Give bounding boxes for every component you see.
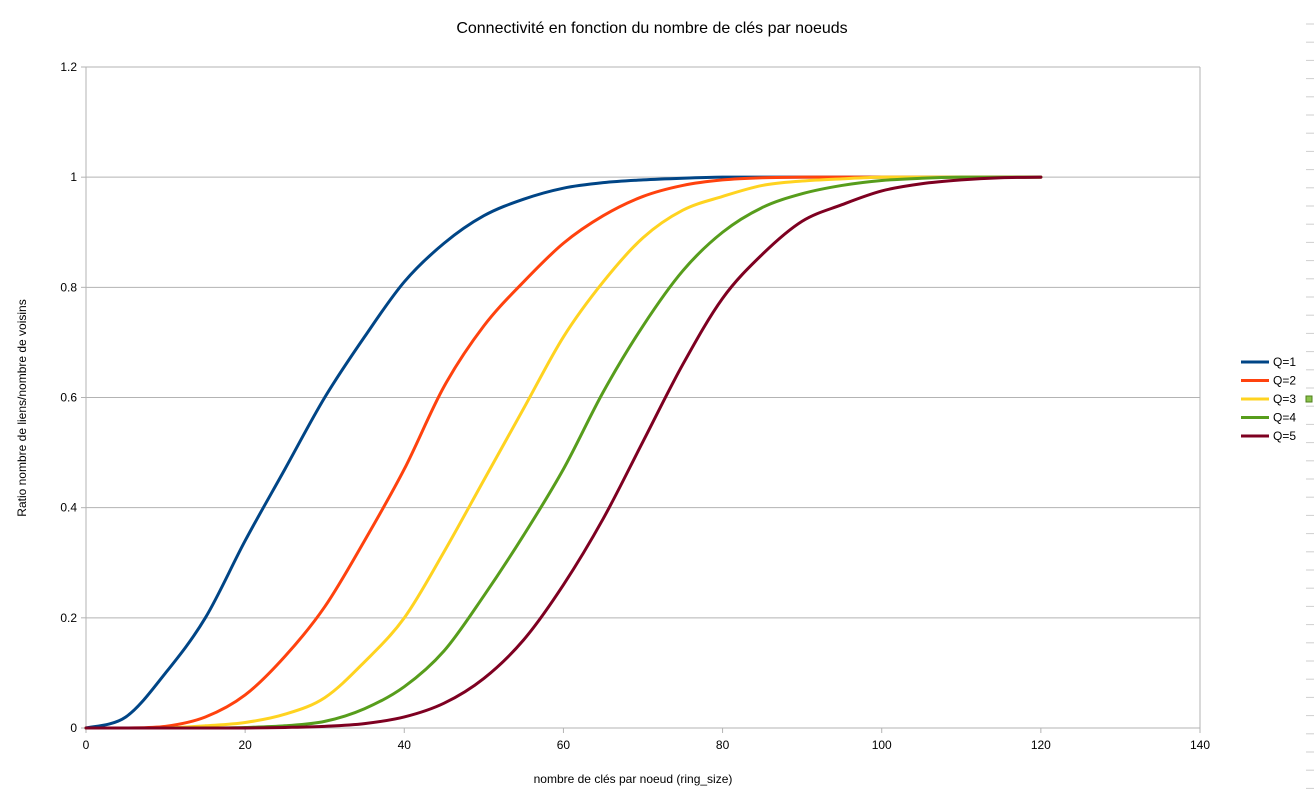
- legend-label-q4: Q=4: [1273, 411, 1296, 425]
- y-axis-title: Ratio nombre de liens/nombre de voisins: [15, 299, 29, 516]
- legend: Q=1 Q=2 Q=3 Q=4 Q=5: [1241, 23, 1314, 789]
- x-tick-label: 60: [557, 738, 571, 752]
- legend-label-q2: Q=2: [1273, 374, 1296, 388]
- chart-title: Connectivité en fonction du nombre de cl…: [456, 20, 847, 37]
- x-tick-label: 20: [238, 738, 252, 752]
- y-tick-label: 0.2: [60, 611, 77, 625]
- legend-selection-handle[interactable]: [1305, 395, 1313, 403]
- y-tick-label: 0.8: [60, 280, 77, 294]
- y-tick-label: 1: [70, 170, 77, 184]
- legend-label-q1: Q=1: [1273, 355, 1296, 369]
- y-tick-label: 0.4: [60, 501, 77, 515]
- y-tick-label: 1.2: [60, 60, 77, 74]
- y-tick-label: 0.6: [60, 391, 77, 405]
- x-tick-label: 100: [872, 738, 892, 752]
- series-line-q5: [84, 175, 1043, 730]
- x-tick-label: 140: [1190, 738, 1210, 752]
- series-lines: [84, 175, 1043, 730]
- axes: [81, 66, 1201, 733]
- tick-labels: 0 0.2 0.4 0.6 0.8 1 1.2 0 20 40 60 80 100 120 140: [60, 60, 1210, 752]
- x-axis-title: nombre de clés par noeud (ring_size): [534, 772, 733, 786]
- legend-label-q5: Q=5: [1273, 429, 1296, 443]
- series-line-q3: [84, 175, 1043, 730]
- x-tick-label: 120: [1031, 738, 1051, 752]
- x-tick-label: 80: [716, 738, 730, 752]
- x-tick-label: 0: [83, 738, 90, 752]
- legend-label-q3: Q=3: [1273, 392, 1296, 406]
- grid-lines: [86, 66, 1200, 729]
- y-tick-label: 0: [70, 721, 77, 735]
- x-tick-label: 40: [398, 738, 412, 752]
